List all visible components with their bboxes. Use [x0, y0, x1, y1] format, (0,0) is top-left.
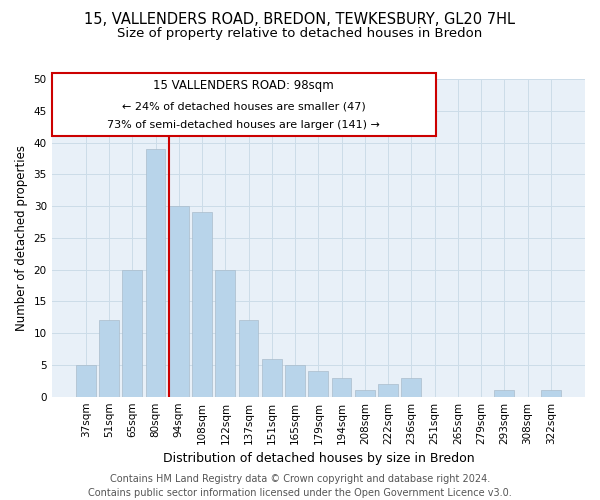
Bar	[169, 206, 188, 396]
Bar	[378, 384, 398, 396]
Text: Size of property relative to detached houses in Bredon: Size of property relative to detached ho…	[118, 28, 482, 40]
FancyBboxPatch shape	[52, 72, 436, 136]
Bar	[215, 270, 235, 396]
Y-axis label: Number of detached properties: Number of detached properties	[15, 145, 28, 331]
Bar	[401, 378, 421, 396]
Bar	[99, 320, 119, 396]
Text: Contains HM Land Registry data © Crown copyright and database right 2024.
Contai: Contains HM Land Registry data © Crown c…	[88, 474, 512, 498]
Bar	[239, 320, 259, 396]
Bar	[308, 372, 328, 396]
Bar	[355, 390, 375, 396]
Bar	[494, 390, 514, 396]
Bar	[192, 212, 212, 396]
Text: 73% of semi-detached houses are larger (141) →: 73% of semi-detached houses are larger (…	[107, 120, 380, 130]
Bar	[541, 390, 561, 396]
Bar	[262, 358, 282, 397]
Bar	[332, 378, 352, 396]
Bar	[146, 149, 166, 396]
Text: ← 24% of detached houses are smaller (47): ← 24% of detached houses are smaller (47…	[122, 101, 365, 111]
X-axis label: Distribution of detached houses by size in Bredon: Distribution of detached houses by size …	[163, 452, 474, 465]
Bar	[285, 365, 305, 396]
Bar	[76, 365, 95, 396]
Text: 15 VALLENDERS ROAD: 98sqm: 15 VALLENDERS ROAD: 98sqm	[153, 79, 334, 92]
Text: 15, VALLENDERS ROAD, BREDON, TEWKESBURY, GL20 7HL: 15, VALLENDERS ROAD, BREDON, TEWKESBURY,…	[85, 12, 515, 28]
Bar	[122, 270, 142, 396]
